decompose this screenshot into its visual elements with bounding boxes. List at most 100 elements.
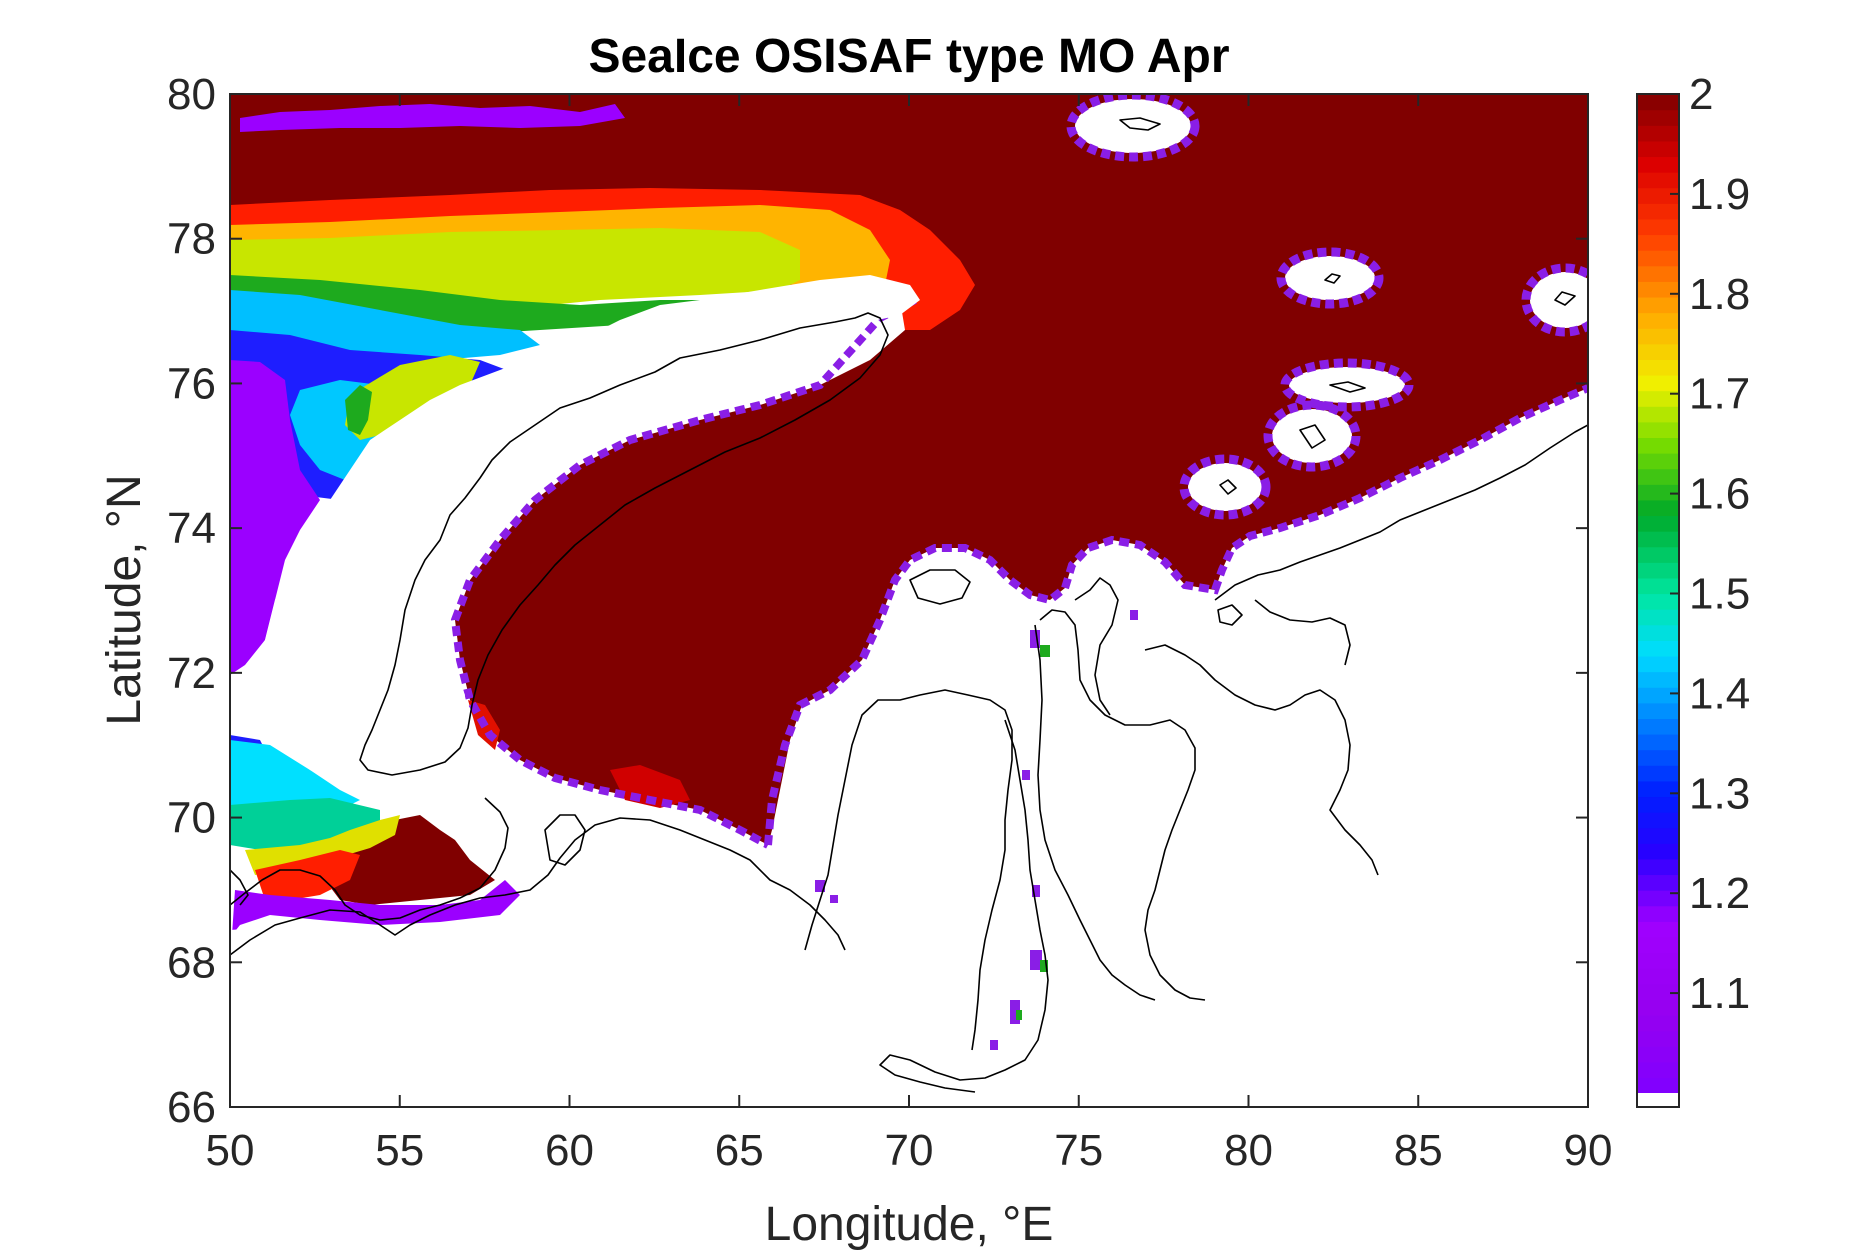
- uedinenia-clear-zone: [1289, 367, 1405, 403]
- colorbar-tick-label: 1.4: [1689, 669, 1750, 718]
- colorbar-tick-label: 1.3: [1689, 769, 1750, 818]
- colorbar-swatch: [1637, 390, 1679, 407]
- colorbar-swatch: [1637, 499, 1679, 517]
- ice-region-class-1.9-south: [255, 850, 360, 900]
- colorbar-swatch: [1637, 406, 1679, 423]
- y-tick-label: 78: [167, 215, 216, 264]
- coastline-novaya-zemlya: [359, 312, 889, 776]
- colorbar-swatch: [1637, 1077, 1679, 1094]
- colorbar-swatch: [1637, 546, 1679, 563]
- colorbar-swatch: [1637, 374, 1679, 392]
- coastline-west-barents: [230, 797, 509, 921]
- colorbar-swatch: [1637, 921, 1679, 938]
- fringe-uedinenia: [1280, 358, 1414, 412]
- colorbar-swatch: [1637, 218, 1679, 236]
- pixel: [1130, 610, 1138, 620]
- x-axis: 50 55 60 65 70 75 80 85 90: [206, 94, 1612, 1175]
- colorbar-swatch: [1637, 827, 1679, 844]
- pixel: [830, 895, 838, 903]
- colorbar-swatch: [1637, 687, 1679, 704]
- izvestiy-clear-zone: [1272, 409, 1352, 463]
- colorbar-swatch: [1637, 671, 1679, 688]
- colorbar-swatch: [1637, 609, 1679, 626]
- x-tick-label: 60: [545, 1126, 594, 1175]
- colorbar-swatch: [1637, 655, 1679, 673]
- colorbar-swatch: [1637, 624, 1679, 641]
- pixel: [990, 1040, 998, 1050]
- ice-region-class-1.15-west: [230, 360, 320, 675]
- colorbar-swatch: [1637, 296, 1679, 314]
- map-plot-area: [230, 94, 1588, 1107]
- x-tick-label: 70: [885, 1126, 934, 1175]
- y-tick-label: 70: [167, 794, 216, 843]
- x-tick-label: 55: [375, 1126, 424, 1175]
- colorbar-swatch: [1637, 281, 1679, 298]
- coastline-sibiryakov: [1217, 604, 1243, 626]
- colorbar-swatch: [1637, 796, 1679, 813]
- colorbar-swatch: [1637, 312, 1679, 329]
- y-tick-label: 80: [167, 70, 216, 119]
- y-tick-label: 66: [167, 1083, 216, 1132]
- colorbar-swatch: [1637, 765, 1679, 782]
- coastline-taz-gulf: [1074, 577, 1119, 716]
- pixel: [1032, 885, 1040, 897]
- ice-region-class-1.15-south-edge: [232, 880, 520, 935]
- colorbar-swatch: [1637, 187, 1679, 204]
- fringe-ushakov: [1276, 247, 1384, 309]
- colorbar-swatch: [1637, 1061, 1679, 1078]
- colorbar-frame: [1636, 93, 1680, 1108]
- ice-region-class-2-main: [230, 94, 1588, 845]
- colorbar-swatch: [1637, 640, 1679, 657]
- ice-region-class-1.6-patch: [345, 385, 372, 435]
- colorbar-swatch: [1637, 780, 1679, 798]
- colorbar-swatch: [1637, 890, 1679, 907]
- colorbar-swatch: [1637, 531, 1679, 548]
- y-axis: 66 68 70 72 74 76 78 80: [167, 70, 1588, 1132]
- severnaya-clear-zone: [1530, 272, 1588, 328]
- franz-josef-clear-zone: [1075, 99, 1191, 153]
- colorbar-tick-label: 1.5: [1689, 570, 1750, 619]
- colorbar-swatch: [1637, 265, 1679, 282]
- open-water-land-mask: [230, 99, 1588, 1107]
- coastlines: [230, 117, 1588, 1093]
- colorbar-swatch: [1637, 1014, 1679, 1032]
- colorbar-swatch: [1637, 94, 1679, 111]
- ice-region-class-1.9-kara-gate: [610, 765, 690, 808]
- colorbar-swatch: [1637, 983, 1679, 1000]
- coastline-yenisei-gulf: [1144, 644, 1379, 876]
- pixel: [1010, 1000, 1020, 1024]
- colorbar-swatch: [1637, 1030, 1679, 1047]
- y-tick-label: 68: [167, 938, 216, 987]
- colorbar-swatch: [1637, 702, 1679, 719]
- colorbar-swatch: [1637, 250, 1679, 267]
- colorbar-swatch: [1637, 733, 1679, 751]
- coastline-ob-west: [879, 719, 1049, 1093]
- y-tick-label: 74: [167, 504, 216, 553]
- x-tick-label: 65: [715, 1126, 764, 1175]
- colorbar-swatch: [1637, 718, 1679, 735]
- ice-region-class-1.7-patch: [345, 355, 480, 440]
- colorbar-swatch: [1637, 968, 1679, 985]
- colorbar-swatch: [1637, 749, 1679, 766]
- y-tick-label: 76: [167, 359, 216, 408]
- colorbar-swatch: [1637, 577, 1679, 595]
- colorbar-swatch: [1637, 515, 1679, 532]
- x-tick-label: 80: [1224, 1126, 1273, 1175]
- colorbar-swatch: [1637, 140, 1679, 158]
- ushakov-clear-zone: [1285, 256, 1375, 300]
- coastline-belyy-island: [909, 569, 971, 605]
- colorbar-swatch: [1637, 421, 1679, 439]
- colorbar-swatch: [1637, 203, 1679, 220]
- colorbar-swatch: [1637, 952, 1679, 969]
- colorbar-swatch: [1637, 359, 1679, 376]
- colorbar-tick-label: 1.6: [1689, 470, 1750, 519]
- mainland-clear-zone: [230, 405, 1588, 1107]
- colorbar-swatch: [1637, 156, 1679, 173]
- colorbar-swatch: [1637, 172, 1679, 189]
- pixel: [1040, 960, 1048, 972]
- y-tick-label: 72: [167, 649, 216, 698]
- colorbar-tick-label: 1.7: [1689, 370, 1750, 419]
- colorbar-swatch: [1637, 484, 1679, 501]
- arctic-inst-clear-zone: [1188, 463, 1262, 511]
